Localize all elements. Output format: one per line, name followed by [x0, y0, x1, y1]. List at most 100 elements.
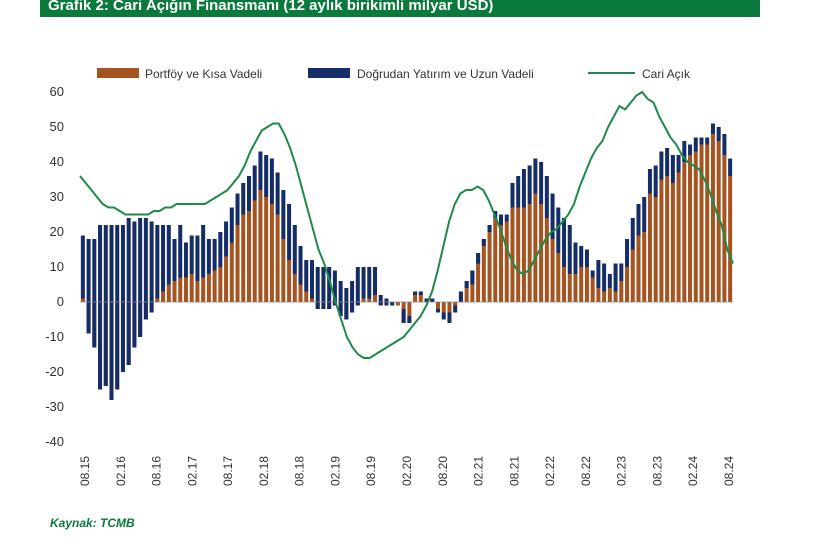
bar-fdi [556, 207, 561, 253]
x-axis: 08.15 02.16 08.16 02.17 08.17 02.18 08.18 02.19… [78, 456, 736, 486]
legend-label-portfolio: Portföy ve Kısa Vadeli [145, 67, 262, 81]
bar-fdi [584, 249, 589, 267]
bar-portfolio [166, 284, 171, 302]
bar-portfolio [206, 274, 211, 302]
y-tick-label: -20 [45, 364, 64, 379]
bar-fdi [264, 155, 269, 197]
source-note: Kaynak: TCMB [50, 516, 135, 530]
x-tick-label: 02.18 [257, 456, 271, 486]
x-tick-label: 02.23 [615, 456, 629, 486]
bar-fdi [676, 155, 681, 173]
y-tick-label: 10 [50, 259, 64, 274]
bar-fdi [544, 176, 549, 218]
bar-portfolio [710, 134, 715, 302]
bar-portfolio [304, 291, 309, 302]
bar-fdi [630, 218, 635, 250]
bar-fdi [401, 309, 406, 323]
bar-fdi [80, 235, 85, 299]
bar-fdi [550, 193, 555, 239]
y-tick-label: 30 [50, 189, 64, 204]
bar-fdi [430, 298, 435, 302]
bar-fdi [258, 151, 263, 190]
bar-portfolio [619, 281, 624, 302]
bar-fdi [161, 225, 166, 292]
bar-fdi [688, 144, 693, 155]
bar-fdi [98, 225, 103, 390]
bar-fdi [435, 309, 441, 313]
bar-fdi [155, 225, 160, 299]
bar-portfolio [722, 155, 727, 302]
bar-portfolio [212, 270, 217, 302]
bar-portfolio [584, 267, 589, 302]
bar-portfolio [699, 144, 704, 302]
bar-fdi [372, 267, 378, 295]
bar-portfolio [189, 274, 194, 302]
bar-fdi [269, 158, 274, 204]
x-tick-label: 02.21 [472, 456, 486, 486]
y-tick-label: 20 [50, 224, 64, 239]
bar-fdi [304, 260, 309, 292]
x-tick-label: 08.18 [293, 456, 307, 486]
bar-fdi [521, 169, 526, 208]
bar-fdi [447, 312, 452, 323]
y-tick-label: 0 [57, 294, 64, 309]
bar-portfolio [647, 193, 652, 302]
x-tick-label: 08.16 [150, 456, 164, 486]
bar-fdi [464, 281, 469, 288]
bar-fdi [201, 225, 206, 278]
bar-portfolio [178, 277, 183, 302]
bar-fdi [321, 267, 326, 309]
x-tick-label: 08.23 [650, 456, 664, 486]
bar-portfolio [361, 298, 366, 302]
bar-fdi [298, 246, 303, 285]
bar-portfolio [292, 274, 297, 302]
bar-fdi [670, 155, 675, 183]
bar-fdi [699, 137, 704, 145]
bar-portfolio [728, 176, 733, 302]
bar-fdi [224, 221, 229, 257]
bar-portfolio [241, 214, 246, 302]
bar-fdi [533, 158, 538, 194]
bar-fdi [344, 288, 349, 320]
bar-fdi [499, 214, 504, 225]
bar-fdi [573, 242, 578, 274]
bar-portfolio [527, 204, 532, 302]
x-tick-label: 02.20 [400, 456, 414, 486]
bar-fdi [516, 176, 521, 208]
bar-portfolio [487, 225, 492, 302]
legend-swatch-fdi [308, 68, 350, 78]
bar-fdi [338, 281, 343, 316]
bar-fdi [367, 267, 372, 299]
bar-portfolio [659, 179, 664, 302]
bar-portfolio [579, 267, 584, 302]
bar-portfolio [636, 235, 641, 302]
bar-portfolio [493, 218, 498, 302]
bar-portfolio [287, 260, 292, 302]
bar-fdi [424, 298, 429, 302]
legend-swatch-portfolio [97, 68, 139, 78]
bar-portfolio [676, 172, 681, 302]
bar-fdi [458, 291, 463, 302]
bar-fdi [476, 253, 481, 264]
bar-fdi [625, 239, 630, 267]
bar-portfolio [573, 274, 578, 302]
bar-fdi [229, 207, 234, 243]
y-tick-label: 40 [50, 154, 64, 169]
bar-fdi [126, 218, 131, 365]
bar-portfolio [481, 239, 486, 302]
x-tick-label: 08.15 [78, 456, 92, 486]
bar-fdi [453, 305, 458, 313]
bar-portfolio [567, 274, 572, 302]
bar-portfolio [602, 291, 607, 302]
bar-fdi [287, 204, 292, 260]
bar-portfolio [275, 214, 280, 302]
bar-portfolio [533, 193, 538, 302]
bar-fdi [361, 267, 366, 299]
bar-portfolio [224, 256, 229, 302]
bar-portfolio [269, 204, 274, 302]
y-tick-label: -30 [45, 399, 64, 414]
bar-portfolio [516, 207, 521, 302]
bar-portfolio [435, 302, 441, 309]
bar-portfolio [407, 302, 412, 323]
